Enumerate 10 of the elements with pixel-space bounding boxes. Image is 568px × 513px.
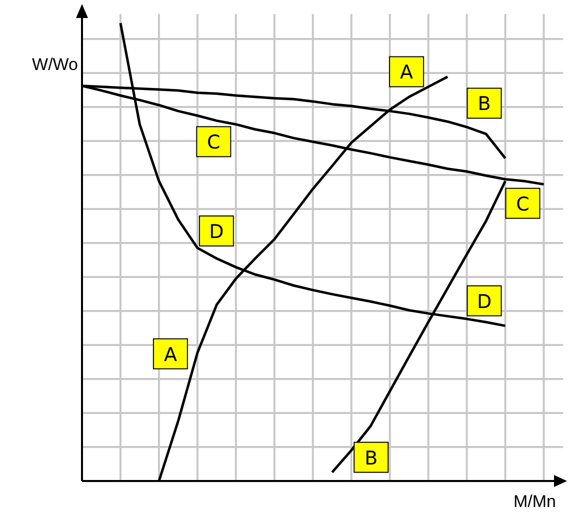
series-label: A bbox=[400, 62, 414, 84]
series-label: D bbox=[476, 290, 492, 313]
text: D bbox=[209, 220, 224, 243]
series-label: B bbox=[478, 93, 491, 116]
series-label: C bbox=[207, 132, 220, 154]
series-label: B bbox=[364, 447, 378, 470]
x-axis-title: M/Mn bbox=[514, 492, 556, 511]
y-axis-title: W/Wo bbox=[32, 55, 78, 74]
text: A bbox=[164, 344, 177, 366]
text: C bbox=[516, 193, 530, 216]
